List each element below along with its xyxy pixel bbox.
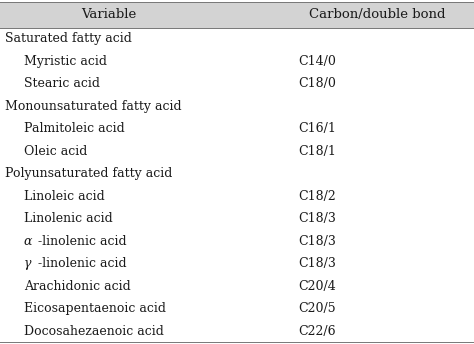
Text: C18/0: C18/0 bbox=[299, 77, 337, 90]
Text: C22/6: C22/6 bbox=[299, 324, 336, 337]
Text: Linoleic acid: Linoleic acid bbox=[24, 190, 104, 203]
Text: γ: γ bbox=[24, 257, 31, 270]
Text: Palmitoleic acid: Palmitoleic acid bbox=[24, 122, 125, 135]
Text: Variable: Variable bbox=[82, 8, 137, 21]
Text: C18/1: C18/1 bbox=[299, 145, 337, 158]
FancyBboxPatch shape bbox=[0, 2, 474, 28]
Text: C18/3: C18/3 bbox=[299, 235, 337, 248]
Text: -linolenic acid: -linolenic acid bbox=[34, 235, 127, 248]
Text: Stearic acid: Stearic acid bbox=[24, 77, 100, 90]
Text: Polyunsaturated fatty acid: Polyunsaturated fatty acid bbox=[5, 167, 172, 180]
Text: Eicosapentaenoic acid: Eicosapentaenoic acid bbox=[24, 302, 166, 315]
Text: Monounsaturated fatty acid: Monounsaturated fatty acid bbox=[5, 100, 182, 113]
Text: C20/4: C20/4 bbox=[299, 280, 337, 293]
Text: C18/3: C18/3 bbox=[299, 212, 337, 225]
Text: C14/0: C14/0 bbox=[299, 55, 337, 68]
Text: α: α bbox=[24, 235, 32, 248]
Text: Saturated fatty acid: Saturated fatty acid bbox=[5, 32, 132, 45]
Text: -linolenic acid: -linolenic acid bbox=[34, 257, 127, 270]
Text: C20/5: C20/5 bbox=[299, 302, 336, 315]
Text: Oleic acid: Oleic acid bbox=[24, 145, 87, 158]
Text: C16/1: C16/1 bbox=[299, 122, 337, 135]
Text: Docosahezaenoic acid: Docosahezaenoic acid bbox=[24, 324, 164, 337]
Text: Linolenic acid: Linolenic acid bbox=[24, 212, 112, 225]
Text: Carbon/double bond: Carbon/double bond bbox=[309, 8, 445, 21]
Text: C18/3: C18/3 bbox=[299, 257, 337, 270]
Text: C18/2: C18/2 bbox=[299, 190, 337, 203]
Text: Arachidonic acid: Arachidonic acid bbox=[24, 280, 130, 293]
Text: Myristic acid: Myristic acid bbox=[24, 55, 107, 68]
